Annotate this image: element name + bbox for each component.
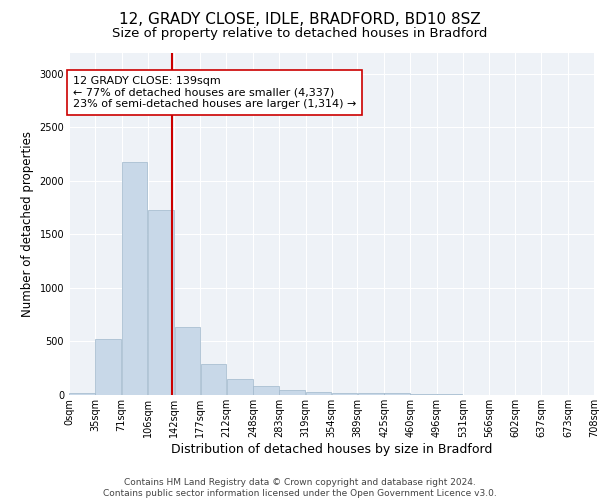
Bar [306,392,331,395]
Bar [227,379,253,395]
Bar [122,162,148,395]
Bar [200,364,226,395]
Text: Size of property relative to detached houses in Bradford: Size of property relative to detached ho… [112,28,488,40]
Bar [175,326,200,395]
X-axis label: Distribution of detached houses by size in Bradford: Distribution of detached houses by size … [171,442,492,456]
Text: Contains HM Land Registry data © Crown copyright and database right 2024.
Contai: Contains HM Land Registry data © Crown c… [103,478,497,498]
Bar [358,394,384,395]
Bar [279,390,305,395]
Bar [385,393,410,395]
Bar [253,386,278,395]
Bar [148,210,174,395]
Bar [437,394,463,395]
Text: 12, GRADY CLOSE, IDLE, BRADFORD, BD10 8SZ: 12, GRADY CLOSE, IDLE, BRADFORD, BD10 8S… [119,12,481,28]
Text: 12 GRADY CLOSE: 139sqm
← 77% of detached houses are smaller (4,337)
23% of semi-: 12 GRADY CLOSE: 139sqm ← 77% of detached… [73,76,356,109]
Bar [69,393,95,395]
Y-axis label: Number of detached properties: Number of detached properties [21,130,34,317]
Bar [95,339,121,395]
Bar [332,393,357,395]
Bar [410,394,437,395]
